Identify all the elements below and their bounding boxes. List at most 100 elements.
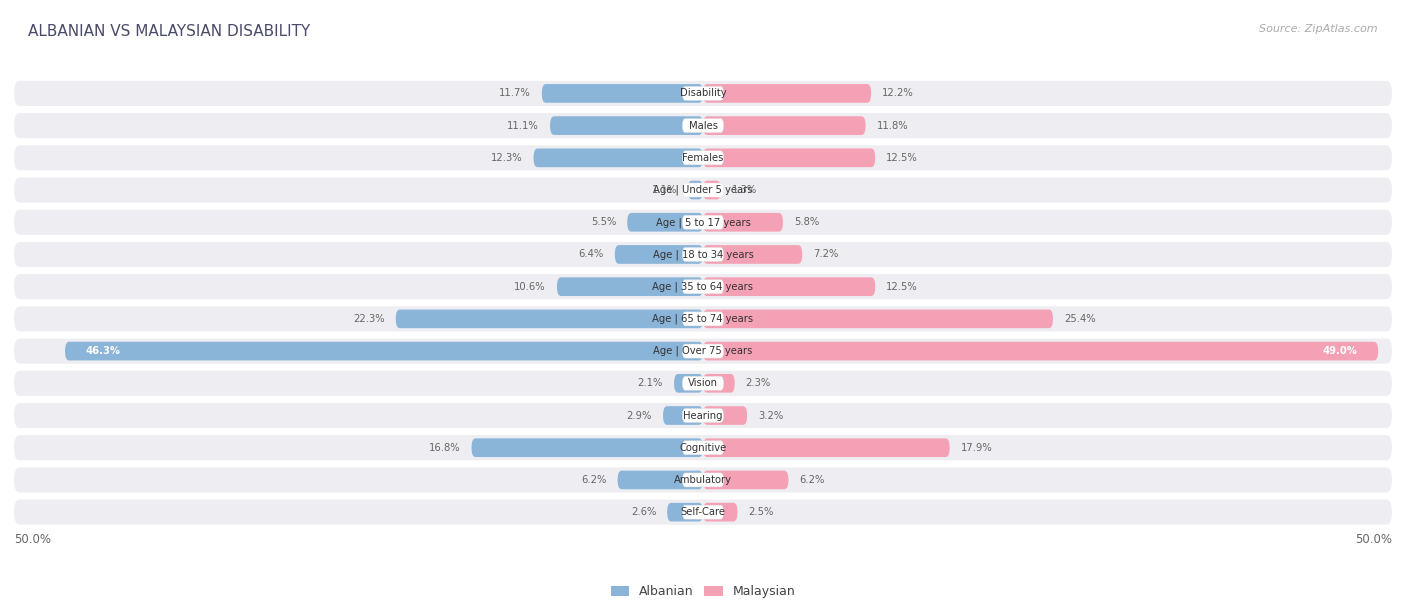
FancyBboxPatch shape [682, 247, 724, 261]
Text: 46.3%: 46.3% [86, 346, 121, 356]
Text: Age | 65 to 74 years: Age | 65 to 74 years [652, 313, 754, 324]
FancyBboxPatch shape [682, 376, 724, 390]
FancyBboxPatch shape [703, 149, 875, 167]
FancyBboxPatch shape [664, 406, 703, 425]
Text: Hearing: Hearing [683, 411, 723, 420]
FancyBboxPatch shape [703, 116, 866, 135]
Text: 6.2%: 6.2% [800, 475, 825, 485]
FancyBboxPatch shape [703, 213, 783, 231]
FancyBboxPatch shape [703, 341, 1378, 360]
Text: 50.0%: 50.0% [14, 533, 51, 546]
FancyBboxPatch shape [703, 406, 747, 425]
FancyBboxPatch shape [703, 438, 949, 457]
Text: 5.8%: 5.8% [794, 217, 820, 227]
Text: Vision: Vision [688, 378, 718, 388]
Text: 6.2%: 6.2% [581, 475, 606, 485]
Text: 16.8%: 16.8% [429, 442, 461, 453]
Text: Cognitive: Cognitive [679, 442, 727, 453]
Text: 3.2%: 3.2% [758, 411, 783, 420]
Text: 25.4%: 25.4% [1064, 314, 1095, 324]
FancyBboxPatch shape [682, 441, 724, 455]
FancyBboxPatch shape [682, 151, 724, 165]
FancyBboxPatch shape [682, 215, 724, 230]
FancyBboxPatch shape [703, 84, 872, 103]
FancyBboxPatch shape [14, 81, 1392, 106]
Text: 7.2%: 7.2% [813, 250, 838, 259]
FancyBboxPatch shape [541, 84, 703, 103]
FancyBboxPatch shape [682, 280, 724, 294]
Text: 12.2%: 12.2% [882, 88, 914, 99]
Text: Age | 18 to 34 years: Age | 18 to 34 years [652, 249, 754, 259]
FancyBboxPatch shape [703, 245, 803, 264]
Text: 5.5%: 5.5% [591, 217, 616, 227]
FancyBboxPatch shape [14, 274, 1392, 299]
Text: Females: Females [682, 153, 724, 163]
Text: 11.1%: 11.1% [508, 121, 538, 130]
FancyBboxPatch shape [395, 310, 703, 328]
Text: 2.3%: 2.3% [745, 378, 770, 388]
FancyBboxPatch shape [682, 86, 724, 100]
Text: Disability: Disability [679, 88, 727, 99]
Text: 10.6%: 10.6% [515, 282, 546, 292]
FancyBboxPatch shape [682, 505, 724, 519]
Legend: Albanian, Malaysian: Albanian, Malaysian [606, 580, 800, 603]
Text: Age | 5 to 17 years: Age | 5 to 17 years [655, 217, 751, 228]
FancyBboxPatch shape [14, 307, 1392, 332]
FancyBboxPatch shape [14, 145, 1392, 170]
Text: 2.9%: 2.9% [627, 411, 652, 420]
FancyBboxPatch shape [471, 438, 703, 457]
FancyBboxPatch shape [703, 181, 721, 200]
FancyBboxPatch shape [14, 338, 1392, 364]
Text: Age | Over 75 years: Age | Over 75 years [654, 346, 752, 356]
FancyBboxPatch shape [703, 374, 735, 393]
FancyBboxPatch shape [14, 210, 1392, 235]
FancyBboxPatch shape [65, 341, 703, 360]
Text: Age | 35 to 64 years: Age | 35 to 64 years [652, 282, 754, 292]
Text: 50.0%: 50.0% [1355, 533, 1392, 546]
FancyBboxPatch shape [557, 277, 703, 296]
FancyBboxPatch shape [550, 116, 703, 135]
FancyBboxPatch shape [703, 471, 789, 489]
FancyBboxPatch shape [682, 344, 724, 358]
FancyBboxPatch shape [14, 403, 1392, 428]
FancyBboxPatch shape [703, 310, 1053, 328]
FancyBboxPatch shape [617, 471, 703, 489]
Text: 2.1%: 2.1% [638, 378, 664, 388]
FancyBboxPatch shape [14, 468, 1392, 493]
Text: 11.7%: 11.7% [499, 88, 531, 99]
FancyBboxPatch shape [614, 245, 703, 264]
FancyBboxPatch shape [14, 499, 1392, 524]
FancyBboxPatch shape [627, 213, 703, 231]
FancyBboxPatch shape [682, 183, 724, 197]
Text: Ambulatory: Ambulatory [673, 475, 733, 485]
Text: 1.1%: 1.1% [651, 185, 676, 195]
Text: 12.5%: 12.5% [886, 282, 918, 292]
Text: Age | Under 5 years: Age | Under 5 years [654, 185, 752, 195]
FancyBboxPatch shape [14, 435, 1392, 460]
FancyBboxPatch shape [673, 374, 703, 393]
FancyBboxPatch shape [682, 312, 724, 326]
Text: ALBANIAN VS MALAYSIAN DISABILITY: ALBANIAN VS MALAYSIAN DISABILITY [28, 24, 311, 40]
FancyBboxPatch shape [533, 149, 703, 167]
Text: 17.9%: 17.9% [960, 442, 993, 453]
Text: Self-Care: Self-Care [681, 507, 725, 517]
FancyBboxPatch shape [688, 181, 703, 200]
FancyBboxPatch shape [14, 242, 1392, 267]
FancyBboxPatch shape [14, 371, 1392, 396]
Text: 49.0%: 49.0% [1323, 346, 1358, 356]
Text: 6.4%: 6.4% [578, 250, 603, 259]
FancyBboxPatch shape [14, 177, 1392, 203]
Text: Source: ZipAtlas.com: Source: ZipAtlas.com [1260, 24, 1378, 34]
FancyBboxPatch shape [703, 503, 738, 521]
FancyBboxPatch shape [682, 409, 724, 422]
Text: 1.3%: 1.3% [733, 185, 758, 195]
Text: 2.5%: 2.5% [748, 507, 773, 517]
FancyBboxPatch shape [668, 503, 703, 521]
Text: Males: Males [689, 121, 717, 130]
FancyBboxPatch shape [14, 113, 1392, 138]
Text: 12.5%: 12.5% [886, 153, 918, 163]
FancyBboxPatch shape [703, 277, 875, 296]
Text: 11.8%: 11.8% [876, 121, 908, 130]
Text: 12.3%: 12.3% [491, 153, 523, 163]
FancyBboxPatch shape [682, 473, 724, 487]
